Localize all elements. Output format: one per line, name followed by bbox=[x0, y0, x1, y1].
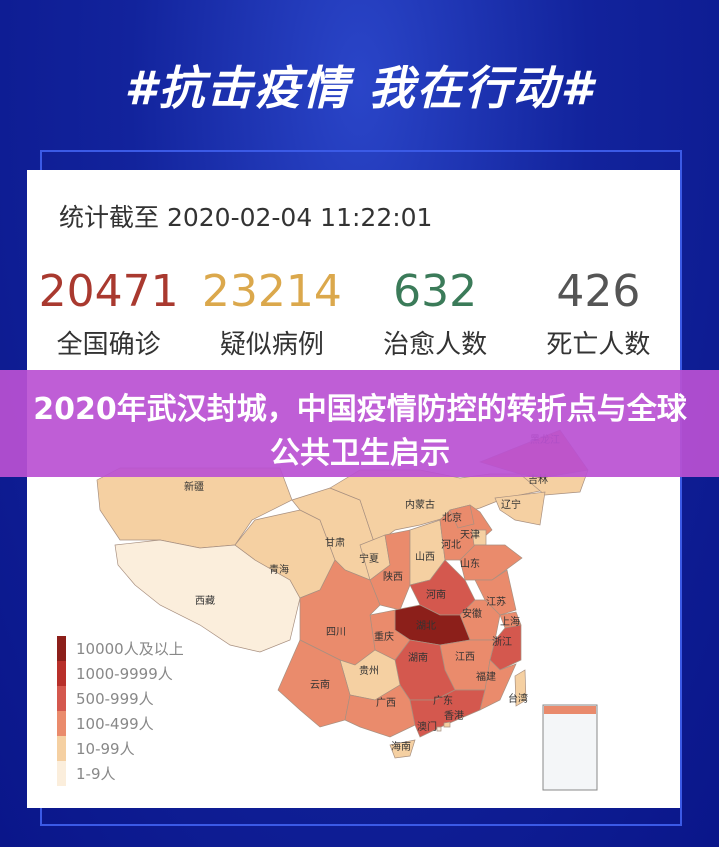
stat-cured: 632 治愈人数 bbox=[354, 266, 517, 361]
province-label: 湖北 bbox=[416, 620, 436, 632]
legend-label: 100-499人 bbox=[76, 715, 154, 733]
stat-value: 23214 bbox=[201, 266, 342, 317]
province-label: 青海 bbox=[269, 563, 289, 576]
province-30 bbox=[389, 739, 416, 759]
stat-value: 632 bbox=[393, 266, 478, 317]
stat-confirmed: 20471 全国确诊 bbox=[27, 266, 190, 361]
province-7 bbox=[494, 491, 546, 526]
stats-row: 20471 全国确诊 23214 疑似病例 632 治愈人数 426 死亡人数 bbox=[27, 266, 680, 361]
legend-label: 10-99人 bbox=[76, 740, 135, 758]
legend-item: 10000人及以上 bbox=[57, 636, 184, 661]
stat-suspected: 23214 疑似病例 bbox=[190, 266, 353, 361]
stat-value: 20471 bbox=[38, 266, 179, 317]
legend-swatch bbox=[57, 711, 66, 736]
title-banner bbox=[0, 370, 719, 477]
province-label: 湖南 bbox=[408, 651, 428, 664]
province-label: 广西 bbox=[376, 697, 396, 709]
legend-item: 10-99人 bbox=[57, 736, 184, 761]
legend-swatch bbox=[57, 736, 66, 761]
province-label: 江西 bbox=[455, 651, 475, 663]
inset-coast bbox=[544, 706, 596, 714]
legend-label: 1000-9999人 bbox=[76, 665, 173, 683]
stat-label: 死亡人数 bbox=[546, 330, 651, 360]
province-label: 内蒙古 bbox=[405, 498, 435, 511]
province-label: 宁夏 bbox=[359, 552, 379, 565]
legend-item: 500-999人 bbox=[57, 686, 184, 711]
province-label: 安徽 bbox=[462, 607, 482, 620]
stat-label: 疑似病例 bbox=[219, 330, 324, 360]
province-29 bbox=[479, 659, 517, 711]
stat-label: 全国确诊 bbox=[56, 330, 161, 360]
province-label: 江苏 bbox=[486, 595, 506, 608]
province-label: 香港 bbox=[444, 710, 464, 722]
stat-value: 426 bbox=[556, 266, 641, 317]
map-legend: 10000人及以上 1000-9999人 500-999人 100-499人 10-99… bbox=[57, 636, 184, 786]
legend-swatch bbox=[57, 636, 66, 661]
province-label: 贵州 bbox=[359, 664, 379, 677]
legend-label: 500-999人 bbox=[76, 690, 154, 708]
province-label: 四川 bbox=[326, 627, 346, 638]
province-12 bbox=[449, 504, 475, 529]
province-label: 西藏 bbox=[195, 595, 215, 607]
legend-swatch bbox=[57, 686, 66, 711]
province-label: 海南 bbox=[391, 740, 411, 753]
province-label: 重庆 bbox=[374, 630, 394, 643]
province-label: 北京 bbox=[442, 511, 462, 524]
stat-label: 治愈人数 bbox=[383, 330, 488, 360]
province-label: 山西 bbox=[415, 551, 435, 563]
province-label: 山东 bbox=[460, 557, 480, 570]
legend-item: 1000-9999人 bbox=[57, 661, 184, 686]
province-label: 甘肃 bbox=[325, 536, 345, 549]
legend-label: 10000人及以上 bbox=[76, 640, 184, 658]
legend-label: 1-9人 bbox=[76, 765, 116, 783]
province-label: 新疆 bbox=[184, 480, 204, 493]
timestamp: 统计截至 2020-02-04 11:22:01 bbox=[59, 203, 433, 232]
province-label: 陕西 bbox=[383, 570, 403, 583]
province-label: 河北 bbox=[441, 539, 461, 551]
province-label: 台湾 bbox=[508, 692, 528, 705]
province-label: 云南 bbox=[310, 678, 330, 691]
province-31 bbox=[514, 669, 527, 707]
legend-swatch bbox=[57, 661, 66, 686]
province-33 bbox=[436, 726, 442, 732]
stat-deaths: 426 死亡人数 bbox=[517, 266, 680, 361]
province-label: 上海 bbox=[500, 615, 520, 628]
banner-title: 2020年武汉封城，中国疫情防控的转折点与全球公共卫生启示 bbox=[33, 392, 687, 471]
legend-item: 1-9人 bbox=[57, 761, 184, 786]
province-32 bbox=[443, 721, 451, 728]
province-label: 辽宁 bbox=[501, 498, 521, 511]
south-china-sea-inset bbox=[542, 704, 598, 791]
province-label: 广东 bbox=[433, 694, 453, 707]
headline: #抗击疫情 我在行动# bbox=[124, 61, 595, 115]
province-label: 福建 bbox=[476, 670, 496, 683]
province-label: 澳门 bbox=[417, 720, 437, 733]
province-label: 天津 bbox=[460, 529, 480, 541]
province-1 bbox=[114, 539, 301, 653]
legend-swatch bbox=[57, 761, 66, 786]
legend-item: 100-499人 bbox=[57, 711, 184, 736]
province-label: 河南 bbox=[426, 588, 446, 601]
province-label: 浙江 bbox=[492, 636, 512, 648]
